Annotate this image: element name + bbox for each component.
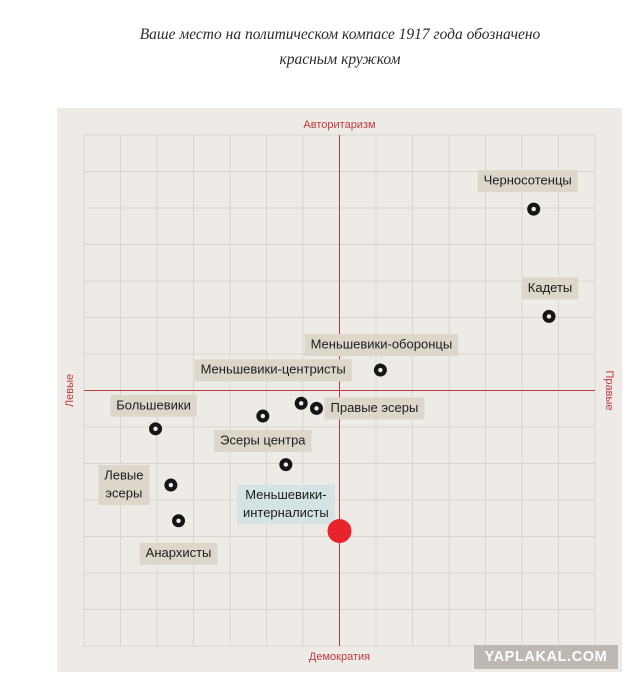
point-label: Левые xyxy=(104,467,143,482)
point-label: Меньшевики- xyxy=(245,487,326,502)
watermark: YAPLAKAL.COM xyxy=(474,645,618,669)
axis-label-top: Авторитаризм xyxy=(303,119,375,131)
point-label-box xyxy=(521,277,579,300)
party-marker-center xyxy=(168,482,174,488)
party-marker-center xyxy=(546,314,552,319)
point-label: Меньшевики-оборонцы xyxy=(311,336,453,351)
point-label-box xyxy=(98,465,150,506)
point-label: интерналисты xyxy=(243,505,329,520)
point-label: Черносотенцы xyxy=(484,173,572,188)
point-label-box xyxy=(214,430,312,453)
point-label: Эсеры центра xyxy=(220,432,306,447)
point-label-box xyxy=(324,397,425,420)
political-compass-chart: Авторитаризм Демократия Левые Правые Черносо… xyxy=(64,119,615,663)
subtitle-line-1: Ваше место на политическом компасе 1917 … xyxy=(139,26,541,43)
party-marker-center xyxy=(153,426,158,432)
party-marker-center xyxy=(531,206,536,212)
point-label-box xyxy=(304,334,459,357)
party-marker-center xyxy=(176,518,181,524)
party-marker-center xyxy=(283,462,289,467)
subtitle-line-2: красным кружком xyxy=(279,51,401,68)
subtitle: Ваше место на политическом компасе 1917 … xyxy=(0,22,640,72)
party-marker-center xyxy=(298,401,304,406)
party-marker-center xyxy=(378,367,383,373)
point-label: Анархисты xyxy=(146,545,212,560)
party-marker-center xyxy=(260,413,266,419)
party-marker-center xyxy=(314,406,319,411)
point-label: эсеры xyxy=(105,485,142,500)
axis-label-bottom: Демократия xyxy=(309,651,370,663)
axis-label-left: Левые xyxy=(64,374,76,407)
point-label: Большевики xyxy=(116,397,191,412)
point-label-box xyxy=(236,484,335,525)
user-position-marker xyxy=(327,519,352,544)
point-label: Меньшевики-центристы xyxy=(201,362,346,377)
point-label-box xyxy=(194,359,352,382)
axis-label-right: Правые xyxy=(603,370,615,410)
point-label-box xyxy=(110,394,197,417)
point-label-box xyxy=(139,542,218,565)
point-label-box xyxy=(477,170,578,193)
point-label: Кадеты xyxy=(528,280,572,295)
compass-panel: Авторитаризм Демократия Левые Правые Черносо… xyxy=(57,108,622,672)
point-label: Правые эсеры xyxy=(331,400,419,415)
